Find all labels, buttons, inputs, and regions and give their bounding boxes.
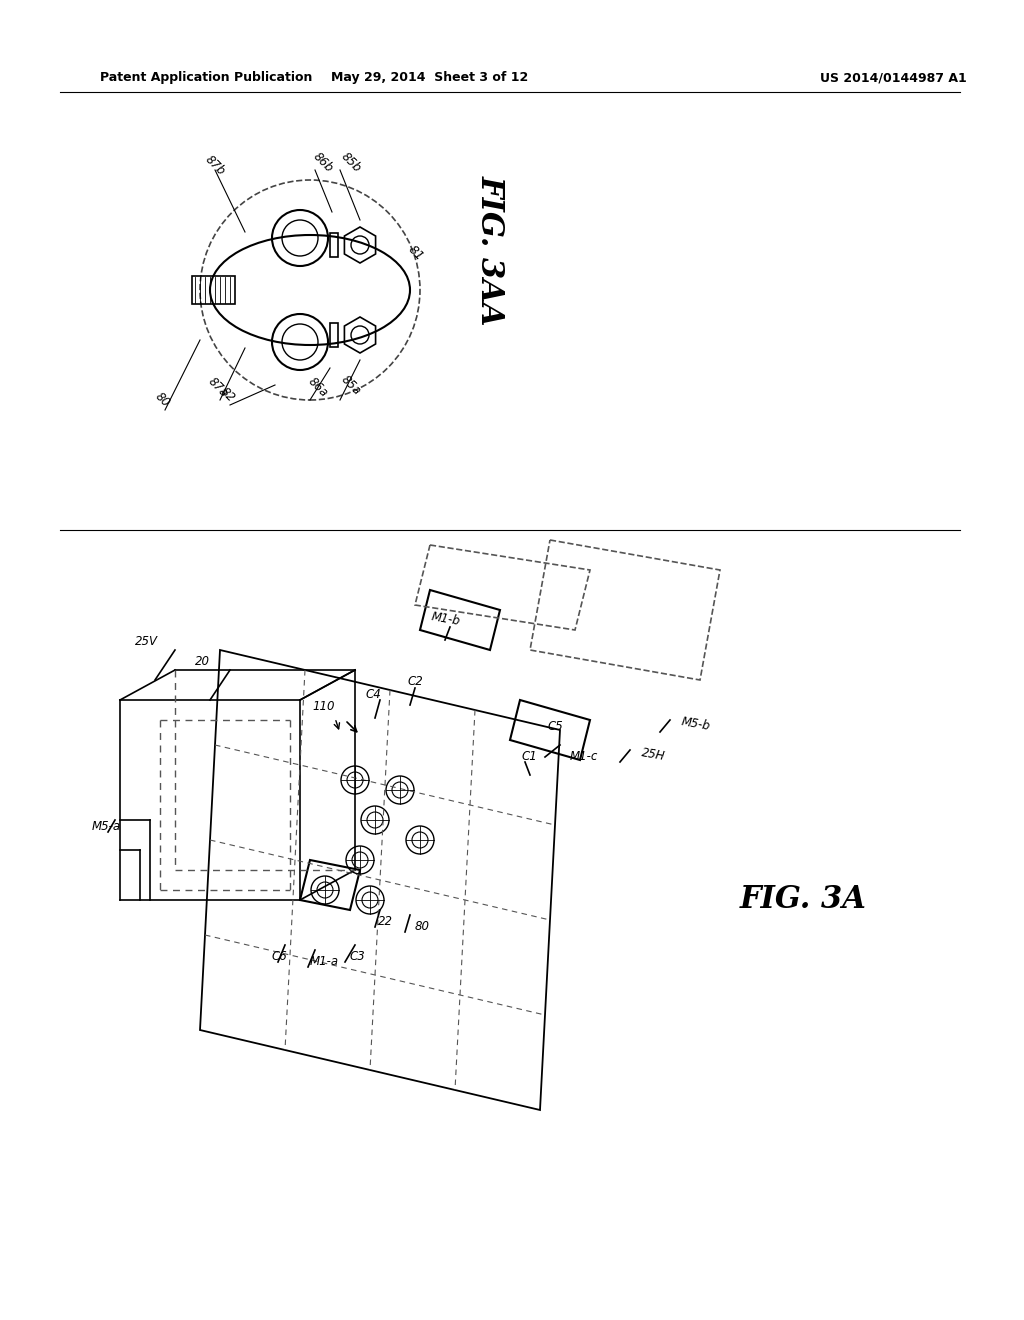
Text: May 29, 2014  Sheet 3 of 12: May 29, 2014 Sheet 3 of 12 xyxy=(332,71,528,84)
Text: 86a: 86a xyxy=(305,375,330,400)
Text: M5-a: M5-a xyxy=(92,820,121,833)
Text: 20: 20 xyxy=(195,655,210,668)
Text: 86b: 86b xyxy=(310,150,335,176)
Text: C5: C5 xyxy=(548,719,564,733)
Text: 25H: 25H xyxy=(640,746,666,763)
Text: M1-c: M1-c xyxy=(570,750,598,763)
Text: C1: C1 xyxy=(522,750,538,763)
Text: 87a: 87a xyxy=(205,375,230,400)
Text: 85a: 85a xyxy=(338,374,362,399)
Text: M5-b: M5-b xyxy=(680,715,712,733)
Text: 80: 80 xyxy=(152,391,172,411)
Text: C3: C3 xyxy=(350,950,366,964)
Text: C6: C6 xyxy=(272,950,288,964)
Text: C4: C4 xyxy=(365,688,381,701)
Text: C2: C2 xyxy=(408,675,424,688)
Text: M1-b: M1-b xyxy=(430,610,461,628)
Text: Patent Application Publication: Patent Application Publication xyxy=(100,71,312,84)
Text: 22: 22 xyxy=(378,915,393,928)
Text: US 2014/0144987 A1: US 2014/0144987 A1 xyxy=(820,71,967,84)
Text: 25V: 25V xyxy=(135,635,158,648)
Text: 87b: 87b xyxy=(202,153,227,178)
Text: 85b: 85b xyxy=(338,150,364,176)
Text: 82: 82 xyxy=(217,385,237,405)
Text: 110: 110 xyxy=(312,700,335,713)
Text: 81: 81 xyxy=(406,243,426,263)
Text: 80: 80 xyxy=(415,920,430,933)
Text: FIG. 3A: FIG. 3A xyxy=(740,884,867,916)
Text: FIG. 3AA: FIG. 3AA xyxy=(474,174,506,325)
Text: M1-a: M1-a xyxy=(310,954,339,968)
